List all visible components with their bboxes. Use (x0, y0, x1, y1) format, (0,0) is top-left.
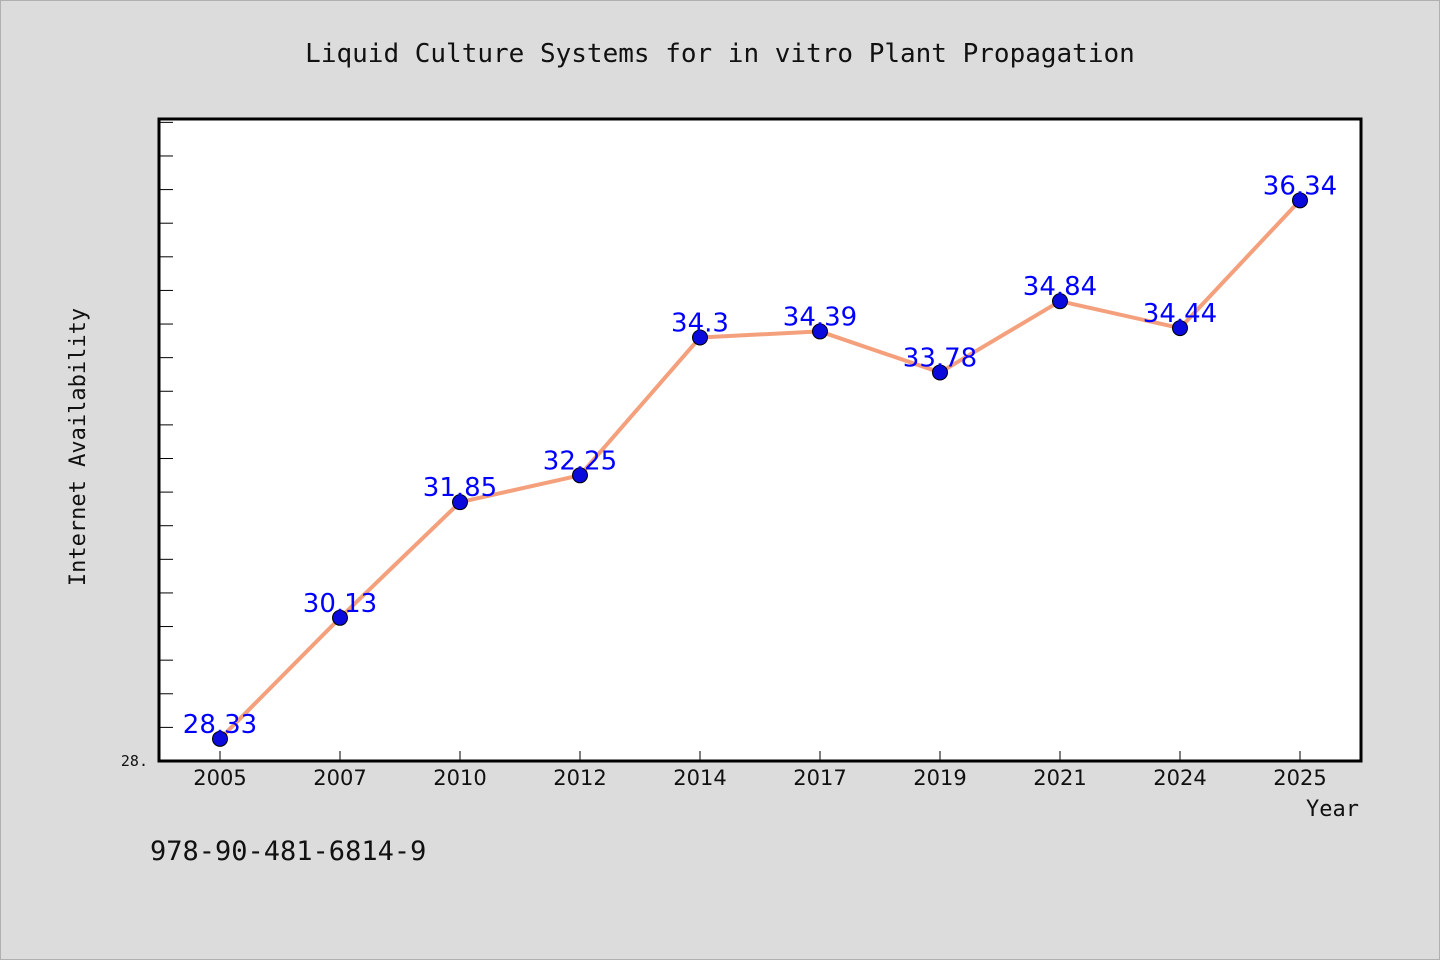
data-point (692, 329, 708, 346)
data-point (1172, 320, 1188, 337)
x-tick-label: 2017 (793, 766, 846, 790)
data-label: 31.85 (423, 473, 497, 503)
x-tick-label: 2010 (433, 766, 486, 790)
data-point (812, 323, 828, 340)
data-point (932, 364, 948, 381)
x-tick-label: 2021 (1033, 766, 1086, 790)
data-point (452, 494, 468, 511)
data-label: 28.33 (183, 710, 257, 740)
x-tick-label: 2014 (673, 766, 726, 790)
data-label: 36.34 (1263, 171, 1337, 201)
data-point (332, 609, 348, 626)
data-label: 30.13 (303, 589, 377, 619)
x-axis-ticks (219, 751, 1301, 761)
series-line (218, 198, 1302, 741)
chart-title: Liquid Culture Systems for in vitro Plan… (305, 39, 1135, 69)
data-point (1052, 293, 1068, 310)
x-axis-label: Year (1306, 797, 1359, 822)
x-tick-label: 2012 (553, 766, 606, 790)
x-tick-label: 2019 (913, 766, 966, 790)
data-label: 34.44 (1143, 299, 1217, 329)
data-label: 34.3 (671, 308, 729, 338)
isbn-text: 978-90-481-6814-9 (150, 836, 427, 867)
plot-area (157, 117, 1363, 763)
data-label: 32.25 (543, 446, 617, 476)
x-tick-label: 2025 (1273, 766, 1326, 790)
series-line-group: 28.33 30.13 31.85 32.25 34.3 34.39 33.78 34.84 3… (183, 171, 1337, 747)
data-point (212, 730, 228, 747)
data-label: 33.78 (903, 343, 977, 373)
x-tick-labels: 2005 2007 2010 2012 2014 2017 2019 2021 2024 2025 (193, 766, 1326, 790)
data-label: 34.84 (1023, 272, 1097, 302)
x-tick-label: 2007 (313, 766, 366, 790)
data-label: 34.39 (783, 302, 857, 332)
y-axis-label: Internet Availability (66, 308, 91, 586)
y-axis-ticks (159, 121, 173, 762)
data-point (572, 467, 588, 484)
x-tick-label: 2005 (193, 766, 246, 790)
data-point (1292, 192, 1308, 209)
x-tick-label: 2024 (1153, 766, 1206, 790)
y-tick-label: 28. (121, 752, 148, 770)
